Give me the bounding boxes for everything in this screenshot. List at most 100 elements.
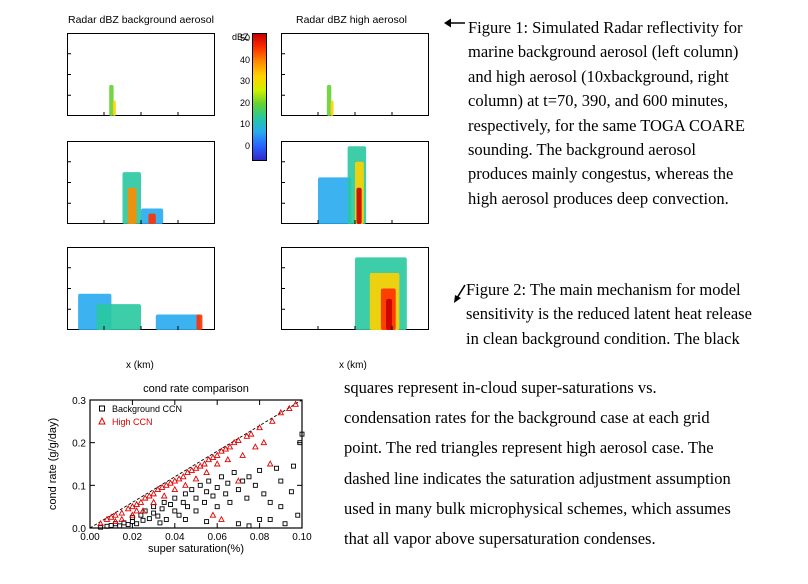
data-point — [204, 489, 210, 495]
data-point — [140, 517, 146, 523]
data-point — [125, 522, 131, 528]
radar-panel-e — [67, 247, 215, 330]
data-point — [180, 499, 186, 505]
radar-ylabel-row1 — [10, 58, 40, 88]
data-point — [235, 487, 241, 493]
data-point — [171, 485, 179, 493]
data-point — [151, 504, 157, 510]
colorbar-ticks: 50 40 30 20 10 0 — [228, 33, 250, 161]
colorbar-unit: dBZ — [232, 32, 249, 42]
data-point — [266, 460, 274, 467]
data-point — [155, 513, 161, 519]
data-point — [257, 517, 263, 522]
reflectivity-cell — [326, 84, 332, 116]
data-point — [247, 430, 255, 437]
data-point — [267, 517, 273, 522]
caption-line: sensitivity is the reduced latent heat r… — [466, 304, 752, 324]
data-point — [278, 504, 284, 510]
data-point — [192, 475, 200, 482]
caption-line: sounding. The background aerosol — [468, 140, 696, 160]
figure1-caption: Figure 1: Simulated Radar reflectivity f… — [468, 16, 745, 211]
data-point — [224, 455, 232, 463]
data-point — [112, 511, 119, 518]
radar-panel-a — [67, 33, 215, 116]
data-point — [295, 512, 301, 518]
reflectivity-cell — [155, 314, 201, 330]
reflectivity-cell — [356, 187, 362, 224]
data-point — [252, 482, 258, 488]
data-point — [261, 491, 267, 497]
y-tick-label: 0.1 — [72, 481, 86, 492]
data-point — [197, 482, 203, 488]
data-point — [244, 495, 250, 501]
data-point — [150, 490, 157, 497]
data-point — [193, 495, 199, 501]
data-point — [129, 511, 136, 518]
legend-marker — [98, 416, 106, 425]
data-point — [214, 485, 220, 490]
data-point — [225, 480, 231, 486]
data-point — [163, 517, 169, 522]
data-point — [218, 515, 225, 522]
x-tick-label: 0.06 — [207, 532, 227, 543]
data-point — [204, 519, 210, 525]
colorbar-tick: 50 — [239, 33, 250, 43]
legend-label: High CCN — [112, 417, 153, 427]
x-tick-label: 0.00 — [80, 532, 100, 543]
caption-line: dashed line indicates the saturation adj… — [344, 468, 731, 488]
legend-marker — [99, 405, 105, 412]
data-point — [260, 438, 268, 446]
data-point — [139, 507, 147, 514]
data-point — [256, 423, 263, 431]
caption-line: squares represent in-cloud super-saturat… — [344, 378, 657, 397]
radar-panel-f — [281, 247, 429, 330]
radar-panel-c — [67, 141, 215, 224]
caption-line: that all vapor above supersaturation con… — [344, 528, 656, 548]
panel-frame — [67, 33, 215, 116]
y-tick-label: 0.0 — [72, 524, 86, 535]
y-axis-label: cond rate (g/g/day) — [47, 418, 59, 510]
data-point — [214, 504, 220, 510]
data-point — [231, 470, 237, 475]
data-point — [278, 478, 284, 484]
data-point — [235, 436, 242, 443]
data-point — [161, 499, 167, 505]
data-point — [288, 489, 294, 495]
data-point — [267, 499, 273, 505]
caption-line: used in many bulk microphysical schemes,… — [344, 498, 731, 518]
caption-line: Figure 1: Simulated Radar reflectivity f… — [468, 18, 743, 37]
data-point — [257, 467, 263, 473]
arrow-left-icon — [444, 18, 465, 28]
data-point — [138, 512, 144, 518]
data-point — [176, 512, 182, 518]
data-point — [112, 517, 119, 525]
data-point — [151, 510, 157, 516]
reflectivity-cell — [109, 84, 114, 116]
panel-frame — [281, 33, 429, 116]
reflectivity-cell — [112, 100, 116, 116]
data-point — [218, 474, 224, 480]
data-point — [159, 506, 165, 512]
reflectivity-cell — [148, 213, 156, 224]
data-point — [172, 495, 178, 501]
data-point — [193, 508, 199, 514]
arrow-down-left-icon — [454, 284, 466, 303]
colorbar-tick: 0 — [244, 140, 250, 151]
data-point — [182, 517, 188, 522]
col-title-background: Radar dBZ background aerosol — [68, 14, 214, 26]
data-point — [292, 400, 299, 407]
data-point — [206, 478, 212, 484]
reflectivity-cell — [96, 304, 141, 330]
caption-line: respectively, for the same TOGA COARE — [468, 115, 745, 135]
data-point — [203, 468, 210, 475]
radar-ylabel-row2 — [10, 166, 40, 196]
y-tick-label: 0.3 — [72, 396, 86, 407]
data-point — [172, 508, 178, 514]
series-background-ccn — [98, 431, 305, 530]
reflectivity-cell — [196, 314, 203, 330]
data-point — [291, 463, 296, 469]
data-point — [117, 523, 123, 529]
data-point — [223, 491, 229, 497]
caption-line: Figure 2: The main mechanism for model — [466, 280, 741, 299]
data-point — [299, 431, 305, 437]
